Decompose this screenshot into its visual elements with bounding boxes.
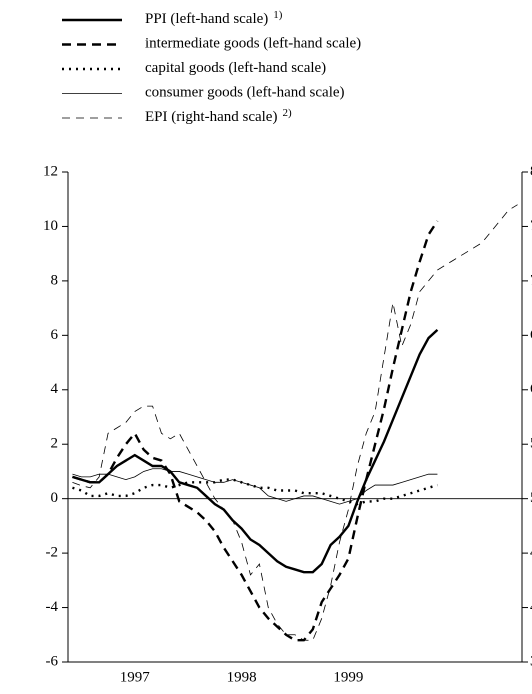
series-line xyxy=(72,478,438,506)
y2-tick-label: 70 xyxy=(530,272,532,288)
y-tick-label: -6 xyxy=(46,653,59,669)
legend-label: consumer goods (left-hand scale) xyxy=(145,85,345,101)
series-line xyxy=(72,468,438,505)
series-line xyxy=(72,329,439,574)
legend-note: 1) xyxy=(273,9,283,21)
y2-tick-label: 75 xyxy=(530,218,532,234)
legend-name: capital goods (left-hand scale) xyxy=(145,60,326,76)
y2-tick-label: 60 xyxy=(530,381,532,397)
y2-tick-label: 50 xyxy=(530,490,532,506)
y-tick-label: -4 xyxy=(46,599,59,615)
legend-label: EPI (right-hand scale) 2) xyxy=(145,107,292,126)
x-tick-label: 1997 xyxy=(120,669,151,685)
y2-tick-label: 45 xyxy=(530,545,532,561)
y-tick-label: 12 xyxy=(43,163,58,179)
legend-name: consumer goods (left-hand scale) xyxy=(145,85,345,101)
series-line xyxy=(72,220,439,642)
y2-tick-label: 80 xyxy=(530,163,532,179)
legend-name: PPI (left-hand scale) xyxy=(145,11,268,27)
legend-name: intermediate goods (left-hand scale) xyxy=(145,36,361,52)
y-tick-label: 0 xyxy=(51,490,59,506)
y-tick-label: -2 xyxy=(46,545,59,561)
legend-name: EPI (right-hand scale) xyxy=(145,109,277,125)
legend-note: 2) xyxy=(282,107,292,119)
y-tick-label: 6 xyxy=(51,327,59,343)
y-tick-label: 8 xyxy=(51,272,59,288)
x-tick-label: 1999 xyxy=(333,669,363,685)
legend-label: capital goods (left-hand scale) xyxy=(145,60,326,76)
series-line xyxy=(72,204,518,641)
y2-tick-label: 40 xyxy=(530,599,532,615)
y2-tick-label: 55 xyxy=(530,436,532,452)
legend-label: intermediate goods (left-hand scale) xyxy=(145,36,361,52)
y-tick-label: 2 xyxy=(51,436,59,452)
legend-label: PPI (left-hand scale) 1) xyxy=(145,9,283,28)
y2-tick-label: 65 xyxy=(530,327,532,343)
y-tick-label: 10 xyxy=(43,218,58,234)
y-tick-label: 4 xyxy=(51,381,59,397)
x-tick-label: 1998 xyxy=(227,669,257,685)
y2-tick-label: 35 xyxy=(530,653,532,669)
